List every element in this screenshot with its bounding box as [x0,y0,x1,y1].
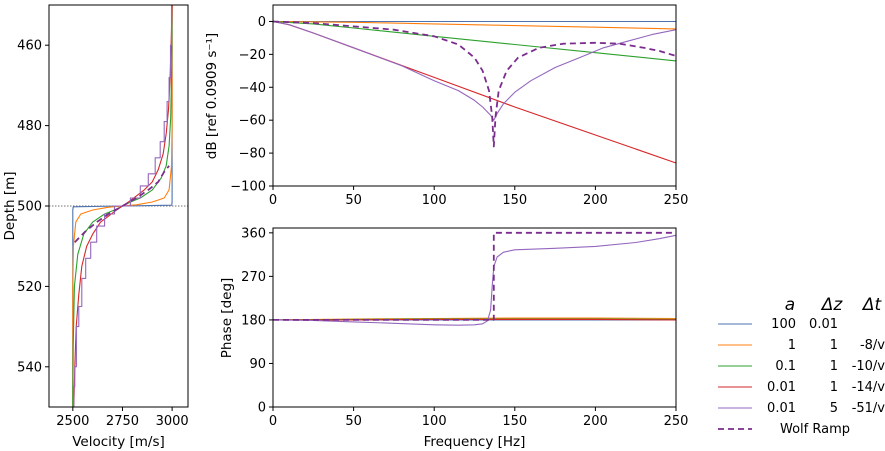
legend-entry-dt: -14/v [852,380,885,395]
legend: a Δz Δt 100 0.01 1 1 -8/v 0.1 1 -10/v 0.01 1 -14/v 0.0… [718,295,885,437]
phase-ytick-label: 180 [241,313,266,328]
phase-xtick-label: 250 [664,414,689,429]
phase-xlabel: Frequency [Hz] [424,434,526,450]
phase-xtick-label: 0 [269,414,277,429]
velocity-profile-ylabel: Depth [m] [2,171,18,240]
legend-entry-a: 1 [788,338,796,353]
legend-header-a: a [785,295,795,315]
phase-xtick-label: 150 [502,414,527,429]
phase-xtick-label: 50 [345,414,362,429]
velocity-profile-xtick-label: 2750 [106,414,139,429]
legend-entry-a: 0.01 [767,380,796,395]
legend-entry-dt: -51/v [852,401,885,416]
magnitude-series-4 [272,20,677,121]
magnitude-ytick-label: −100 [230,180,266,195]
legend-entry-a: 100 [771,317,796,332]
magnitude-xtick-label: 200 [583,193,608,208]
magnitude-ytick-label: −80 [239,147,266,162]
phase-ytick-label: 360 [241,226,266,241]
velocity-profile-xtick-label: 3000 [156,414,189,429]
legend-entry-dz: 1 [830,359,838,374]
phase-series-5 [273,231,676,321]
velocity-profile-ytick-label: 520 [17,280,42,295]
magnitude-xtick-label: 150 [502,193,527,208]
legend-entry-a: 0.1 [775,359,796,374]
phase-series-4 [272,234,677,326]
magnitude-ytick-label: 0 [258,15,266,30]
velocity-profile-ytick-label: 480 [17,119,42,134]
legend-entry-dz: 1 [830,380,838,395]
legend-header-dz: Δz [820,295,844,315]
magnitude-series-1 [272,20,677,30]
legend-entry-dt: -8/v [860,338,885,353]
legend-entry-dz: 5 [830,401,838,416]
velocity-profile-panel: 2500 2750 3000 460 480 500 520 540 Velocity [m/s… [2,4,189,450]
velocity-profile-ytick-label: 540 [17,360,42,375]
magnitude-frame [272,4,677,187]
phase-ylabel: Phase [deg] [219,278,235,359]
legend-entry-dz: 1 [830,338,838,353]
phase-frame [272,227,677,408]
magnitude-xtick-label: 50 [345,193,362,208]
phase-panel: 0 50 100 150 200 250 0 90 180 270 360 Frequency [Hz… [219,226,688,450]
magnitude-ytick-label: −20 [239,48,266,63]
legend-header-dt: Δt [861,295,883,315]
legend-entry-dz: 0.01 [809,317,838,332]
magnitude-ytick-label: −40 [239,81,266,96]
phase-ytick-label: 90 [249,357,266,372]
magnitude-xtick-label: 0 [269,193,277,208]
velocity-profile-xlabel: Velocity [m/s] [72,434,165,450]
legend-entry-dt: -10/v [852,359,885,374]
velocity-profile-ytick-label: 500 [17,200,42,215]
phase-xtick-label: 200 [583,414,608,429]
magnitude-ytick-label: −60 [239,114,266,129]
magnitude-ylabel: dB [ref 0.0909 s⁻¹] [204,33,220,159]
velocity-profile-series-5 [74,165,170,243]
legend-entry-a: 0.01 [767,401,796,416]
velocity-profile-ytick-label: 460 [17,39,42,54]
magnitude-series-5 [272,20,677,148]
magnitude-xtick-label: 250 [664,193,689,208]
velocity-profile-xtick-label: 2500 [56,414,89,429]
legend-entry-label: Wolf Ramp [780,422,850,437]
magnitude-xtick-label: 100 [422,193,447,208]
phase-ytick-label: 0 [258,401,266,416]
phase-ytick-label: 270 [241,270,266,285]
phase-xtick-label: 100 [422,414,447,429]
magnitude-panel: 0 50 100 150 200 250 0 −20 −40 −60 −80 −100 dB [ref … [204,4,689,208]
